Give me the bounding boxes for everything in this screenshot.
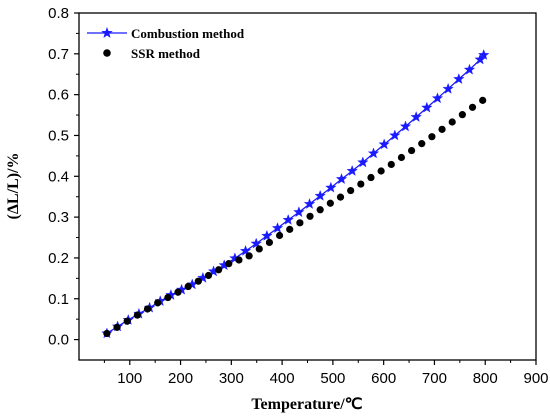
data-point [410,111,422,122]
series-line [106,54,485,335]
data-point [346,165,358,176]
y-tick-label: 0.8 [48,5,69,22]
data-point [123,317,131,325]
data-point [357,156,369,168]
x-tick-label: 300 [219,370,244,387]
y-axis-title: (ΔL/L)/% [5,153,22,220]
y-tick-label: 0.7 [48,46,69,63]
x-tick-label: 100 [117,370,142,387]
data-point [275,231,284,240]
data-point [438,125,446,133]
data-point [478,49,490,60]
data-point [245,252,253,260]
data-point [250,237,262,249]
data-point [479,96,487,104]
data-point [407,146,416,155]
data-point [367,173,375,182]
data-point [326,199,334,207]
data-point [431,92,444,104]
data-point [347,186,355,195]
data-point [316,206,324,214]
data-point [418,140,426,148]
data-point [164,293,172,302]
legend-marker [103,49,111,57]
data-point [215,266,223,274]
data-point [303,198,316,209]
data-point [239,245,252,256]
data-point [154,299,162,307]
data-point [204,271,213,280]
y-tick-label: 0.5 [48,127,69,144]
data-point [367,147,380,159]
x-axis-title: Temperature/℃ [251,396,362,413]
data-point [194,277,202,285]
data-point [387,160,395,169]
data-point [271,222,284,233]
legend: Combustion method SSR method [87,26,245,61]
data-point [306,212,314,220]
data-point [336,193,345,201]
y-tick-label: 0.1 [48,291,69,308]
legend-label: Combustion method [131,26,245,41]
data-point [133,311,141,319]
y-tick-label: 0.0 [48,332,69,349]
legend-label: SSR method [131,46,201,61]
series-layer [101,49,490,339]
x-tick-label: 600 [371,370,396,387]
data-point [399,120,412,132]
data-point [314,189,326,201]
data-point [335,173,348,184]
data-point [235,256,243,264]
series-combustion-method [101,49,490,339]
y-tick-label: 0.4 [48,168,69,185]
data-point [286,225,294,233]
ticks-layer: 100 200 300 400 500 600 700 800 900 0.0 0.1 0.2 0.3 0… [48,5,548,387]
data-point [397,153,406,162]
x-tick-label: 400 [270,370,295,387]
data-point [325,181,337,193]
data-point [265,238,274,247]
data-point [296,219,304,227]
data-point [103,329,111,338]
data-point [357,180,365,188]
y-tick-label: 0.3 [48,209,69,226]
x-tick-label: 800 [473,370,498,387]
data-point [453,73,465,84]
data-point [255,245,263,253]
series-ssr-method [103,96,487,338]
y-tick-label: 0.2 [48,250,69,267]
data-point [261,229,273,241]
x-tick-label: 700 [422,370,447,387]
data-point [113,323,121,331]
x-tick-label: 200 [168,370,193,387]
data-point [293,206,305,218]
x-tick-label: 900 [523,370,548,387]
data-point [421,101,433,113]
data-point [174,288,182,296]
data-point [184,282,192,291]
data-point [448,118,456,126]
y-tick-label: 0.6 [48,87,69,104]
data-point [377,167,385,175]
data-point [468,103,477,111]
x-tick-label: 500 [320,370,345,387]
data-point [458,111,466,119]
legend-marker [101,27,113,38]
data-point [143,305,152,313]
data-point [442,83,454,94]
data-point [389,129,401,141]
data-point [463,63,476,75]
data-point [282,214,294,225]
data-point [378,138,390,150]
data-point [428,133,436,141]
data-point [225,260,233,268]
